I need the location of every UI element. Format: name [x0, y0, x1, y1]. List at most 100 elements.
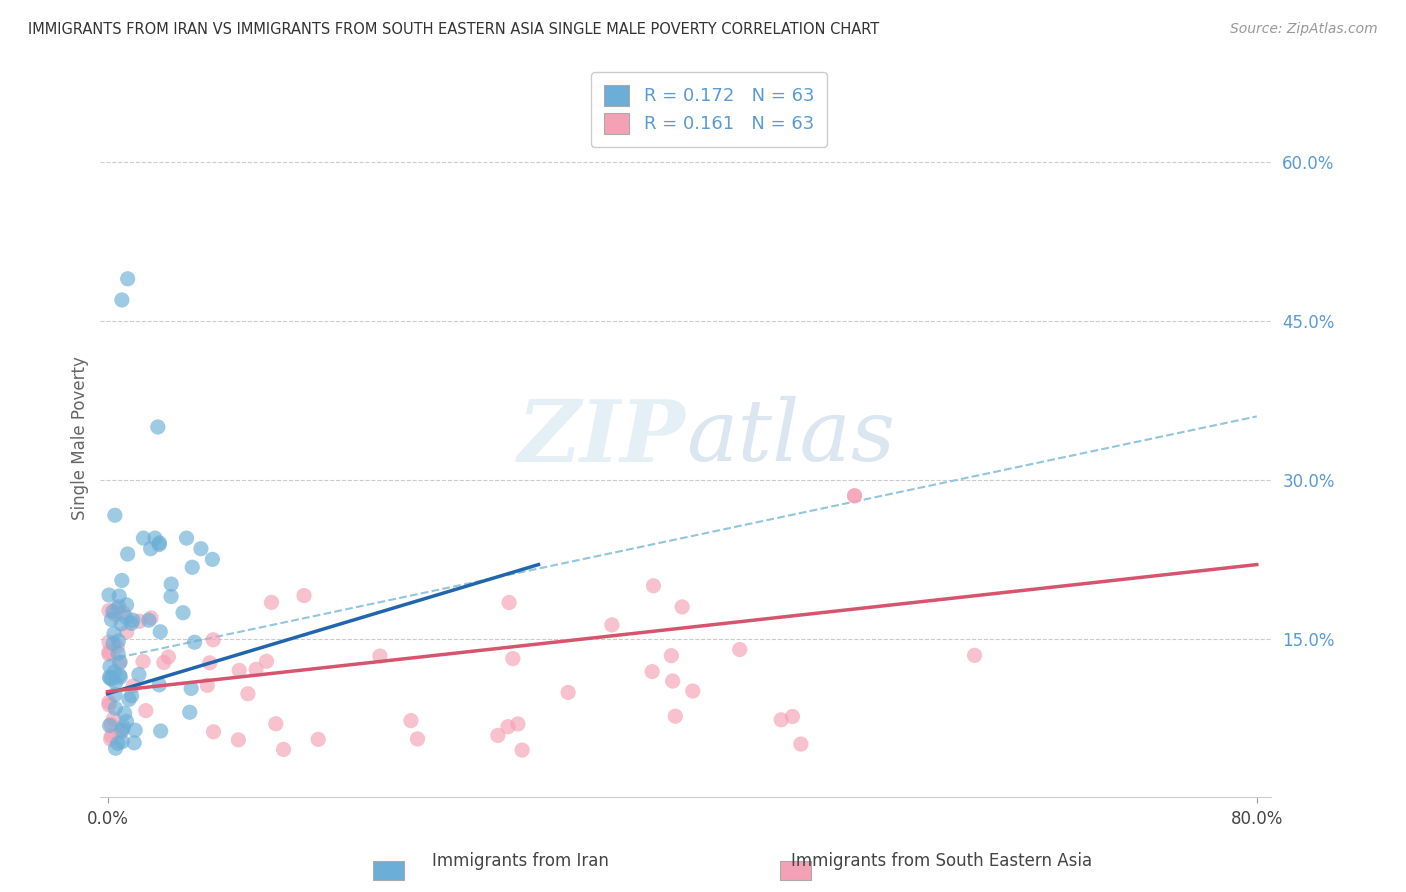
Point: [146, 420, 169, 434]
Point: [98, 588, 121, 602]
Point: [157, 649, 180, 664]
Point: [98, 670, 121, 684]
Point: [273, 742, 295, 756]
Point: [135, 704, 157, 718]
Point: [110, 616, 132, 631]
Point: [179, 706, 201, 720]
Point: [307, 732, 329, 747]
Point: [498, 596, 520, 610]
Point: [108, 589, 131, 603]
Point: [105, 640, 128, 654]
Point: [201, 552, 224, 566]
Text: Source: ZipAtlas.com: Source: ZipAtlas.com: [1230, 22, 1378, 37]
Point: [183, 635, 205, 649]
Point: [104, 688, 127, 702]
Text: ZIP: ZIP: [517, 396, 686, 479]
Point: [124, 723, 146, 738]
Point: [139, 541, 162, 556]
Point: [110, 724, 132, 739]
Point: [236, 687, 259, 701]
Point: [506, 717, 529, 731]
Point: [122, 736, 145, 750]
Point: [115, 624, 138, 639]
Text: atlas: atlas: [686, 396, 894, 479]
Point: [153, 656, 176, 670]
Point: [770, 713, 793, 727]
Point: [121, 613, 143, 627]
Point: [228, 732, 250, 747]
Point: [98, 659, 121, 673]
Point: [104, 607, 127, 622]
Point: [149, 624, 172, 639]
Y-axis label: Single Male Poverty: Single Male Poverty: [72, 356, 89, 519]
Point: [496, 720, 519, 734]
Point: [228, 664, 250, 678]
Point: [121, 689, 143, 703]
Point: [264, 716, 287, 731]
Point: [368, 648, 391, 663]
Point: [256, 654, 278, 668]
Point: [202, 724, 225, 739]
Point: [600, 618, 623, 632]
Legend: R = 0.172   N = 63, R = 0.161   N = 63: R = 0.172 N = 63, R = 0.161 N = 63: [592, 72, 827, 146]
Point: [510, 743, 533, 757]
Point: [671, 599, 693, 614]
Point: [148, 678, 170, 692]
Point: [160, 577, 183, 591]
Point: [107, 599, 129, 614]
Point: [149, 724, 172, 739]
Point: [98, 718, 121, 732]
Point: [104, 741, 127, 756]
Point: [557, 685, 579, 699]
Point: [122, 679, 145, 693]
Point: [682, 684, 704, 698]
Point: [103, 665, 125, 679]
Point: [110, 670, 132, 684]
Point: [115, 610, 138, 624]
Point: [128, 667, 150, 681]
Point: [111, 574, 134, 588]
Point: [101, 604, 124, 618]
Point: [790, 737, 813, 751]
Point: [108, 655, 131, 669]
Point: [108, 656, 131, 670]
Point: [406, 731, 429, 746]
Point: [101, 672, 124, 686]
Point: [103, 712, 125, 726]
Point: [100, 717, 122, 731]
Point: [120, 616, 142, 631]
Point: [98, 698, 121, 712]
Point: [486, 728, 509, 742]
Text: Immigrants from Iran: Immigrants from Iran: [432, 852, 609, 870]
Point: [115, 714, 138, 729]
Point: [643, 579, 665, 593]
Point: [176, 531, 198, 545]
Point: [117, 547, 139, 561]
Point: [103, 626, 125, 640]
Point: [105, 601, 128, 615]
Point: [659, 648, 682, 663]
Point: [101, 636, 124, 650]
Point: [180, 681, 202, 696]
Point: [132, 531, 155, 545]
Point: [143, 531, 166, 545]
Point: [172, 606, 194, 620]
Point: [107, 647, 129, 661]
Point: [195, 678, 218, 692]
Point: [100, 732, 122, 747]
Point: [782, 709, 804, 723]
Point: [100, 729, 122, 743]
Point: [292, 589, 315, 603]
Point: [148, 536, 170, 550]
Point: [198, 656, 221, 670]
Point: [104, 675, 127, 690]
Point: [107, 633, 129, 648]
Point: [112, 606, 135, 620]
Point: [202, 632, 225, 647]
Point: [139, 611, 162, 625]
Point: [260, 595, 283, 609]
Point: [844, 489, 866, 503]
Point: [98, 635, 121, 649]
Text: Immigrants from South Eastern Asia: Immigrants from South Eastern Asia: [792, 852, 1092, 870]
Point: [104, 701, 127, 715]
